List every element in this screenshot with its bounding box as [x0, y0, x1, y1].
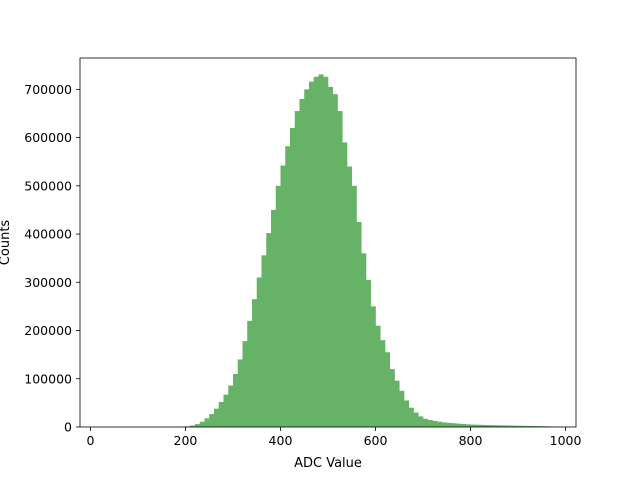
histogram-bar — [413, 412, 419, 427]
histogram-bar — [385, 352, 391, 427]
histogram-bar — [418, 416, 424, 427]
x-tick-label: 200 — [174, 433, 198, 448]
x-tick-label: 800 — [459, 433, 483, 448]
histogram-bar — [347, 166, 353, 427]
histogram-bar — [451, 423, 457, 427]
histogram-bar — [356, 222, 362, 427]
y-axis-ticks: 0 100000 200000 300000 400000 500000 600000 700… — [24, 82, 80, 435]
histogram-bar — [518, 425, 524, 427]
y-tick-label: 200000 — [24, 323, 72, 338]
histogram-bar — [199, 421, 205, 427]
histogram-bar — [328, 86, 334, 428]
histogram-bar — [456, 423, 462, 427]
histogram-bar — [223, 394, 229, 427]
histogram-bar — [275, 185, 281, 427]
histogram-bar — [289, 127, 296, 428]
histogram-bar — [256, 277, 262, 427]
x-tick-label: 400 — [269, 433, 293, 448]
histogram-bar — [475, 424, 481, 427]
histogram-bar — [323, 76, 329, 427]
histogram-bar — [266, 233, 272, 427]
histogram-bar — [294, 111, 300, 427]
histogram-bar — [251, 299, 258, 427]
histogram-bar — [237, 359, 243, 427]
histogram-bar — [404, 400, 410, 427]
histogram-bar — [313, 76, 319, 427]
histogram-bar — [213, 408, 220, 427]
histogram-bar — [513, 425, 519, 427]
histogram-bar — [465, 424, 471, 427]
histogram-bar — [242, 341, 248, 427]
histogram-bar — [280, 165, 286, 428]
histogram-bar — [380, 340, 386, 427]
histogram-bar — [484, 425, 490, 427]
histogram-bar — [351, 185, 357, 427]
y-tick-label: 500000 — [24, 178, 72, 193]
histogram-bar — [204, 418, 210, 427]
histogram-bar — [308, 81, 315, 428]
histogram-bar — [442, 422, 448, 427]
histogram-bar — [470, 424, 476, 427]
histogram-bar — [318, 74, 324, 428]
histogram-bar — [503, 425, 509, 427]
y-tick-label: 700000 — [24, 82, 72, 97]
histogram-bar — [232, 373, 239, 427]
x-axis-ticks: 0 200 400 600 800 1000 — [86, 427, 582, 448]
y-tick-label: 400000 — [24, 227, 72, 242]
histogram-bar — [427, 420, 433, 427]
histogram-bar — [480, 424, 486, 427]
histogram-bar — [399, 390, 405, 427]
histogram-bar — [499, 425, 505, 427]
histogram-bar — [247, 320, 253, 427]
x-tick-label: 600 — [364, 433, 388, 448]
y-tick-label: 100000 — [24, 371, 72, 386]
histogram-bar — [522, 425, 528, 427]
histogram-bar — [432, 420, 438, 427]
histogram-bar — [394, 380, 400, 427]
x-tick-label: 0 — [86, 433, 94, 448]
histogram-bar — [361, 253, 367, 427]
y-tick-label: 600000 — [24, 130, 72, 145]
histogram-bar — [508, 425, 514, 427]
histogram-bar — [304, 89, 310, 428]
histogram-bar — [194, 424, 201, 427]
histogram-bar — [342, 142, 348, 428]
histogram-bar — [408, 407, 414, 427]
y-tick-label: 300000 — [24, 275, 72, 290]
histogram-bar — [375, 325, 381, 427]
histogram-bar — [228, 385, 234, 427]
histogram-bar — [423, 418, 429, 427]
histogram-bar — [332, 94, 338, 428]
histogram-bar — [494, 425, 500, 427]
histogram-bar — [437, 421, 443, 427]
histogram-bar — [218, 401, 224, 427]
histogram-bar — [532, 426, 538, 427]
histogram-bar — [527, 425, 533, 427]
histogram-bar — [461, 424, 467, 427]
histogram-bar — [190, 425, 196, 427]
histogram-bar — [537, 426, 543, 427]
y-tick-label: 0 — [64, 420, 72, 435]
histogram-bar — [366, 279, 372, 427]
histogram-bar — [261, 255, 267, 427]
x-tick-label: 1000 — [550, 433, 582, 448]
histogram-bar — [270, 209, 277, 427]
histogram-bar — [370, 306, 376, 427]
histogram-bar — [285, 146, 291, 428]
x-axis-label: ADC Value — [294, 456, 362, 471]
histogram-bar — [389, 369, 395, 427]
histogram-bar — [489, 425, 495, 427]
plot-frame — [79, 57, 577, 428]
y-axis-label: Counts — [0, 220, 13, 266]
histogram-bar — [299, 99, 305, 427]
histogram-bar — [209, 413, 215, 427]
histogram-bar — [337, 111, 343, 427]
histogram-bar — [446, 422, 452, 427]
histogram-bars — [180, 74, 566, 428]
